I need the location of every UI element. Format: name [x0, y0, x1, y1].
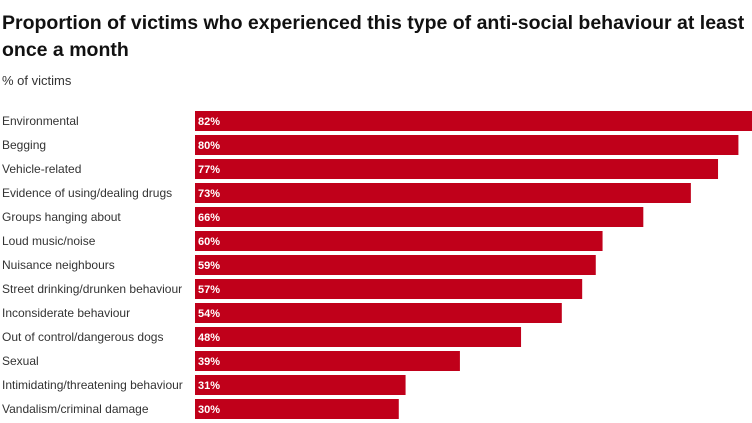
bar-vehicle-related: [195, 159, 719, 179]
value-label-sexual: 39%: [198, 356, 220, 368]
bar-inconsiderate-behaviour: [195, 303, 562, 323]
value-label-vehicle-related: 77%: [198, 164, 220, 176]
bar-environmental: [195, 111, 752, 131]
bar-begging: [195, 135, 739, 155]
value-label-environmental: 82%: [198, 116, 220, 128]
bar-sexual: [195, 351, 460, 371]
category-label-sexual: Sexual: [2, 354, 39, 368]
value-label-vandalism-criminal-damage: 30%: [198, 404, 220, 416]
category-label-vehicle-related: Vehicle-related: [2, 162, 81, 176]
bar-evidence-of-using-dealing-drugs: [195, 183, 691, 203]
chart-subtitle: % of victims: [2, 73, 72, 88]
category-label-intimidating-threatening-behaviour: Intimidating/threatening behaviour: [2, 378, 183, 392]
value-label-loud-music-noise: 60%: [198, 236, 220, 248]
value-label-groups-hanging-about: 66%: [198, 212, 220, 224]
category-label-nuisance-neighbours: Nuisance neighbours: [2, 258, 115, 272]
category-label-vandalism-criminal-damage: Vandalism/criminal damage: [2, 402, 149, 416]
value-label-out-of-control-dangerous-dogs: 48%: [198, 332, 220, 344]
bar-street-drinking-drunken-behaviour: [195, 279, 583, 299]
category-label-street-drinking-drunken-behaviour: Street drinking/drunken behaviour: [2, 282, 182, 296]
value-label-street-drinking-drunken-behaviour: 57%: [198, 284, 220, 296]
bar-vandalism-criminal-damage: [195, 399, 399, 419]
category-label-begging: Begging: [2, 138, 46, 152]
category-label-loud-music-noise: Loud music/noise: [2, 234, 96, 248]
value-label-intimidating-threatening-behaviour: 31%: [198, 380, 220, 392]
value-label-nuisance-neighbours: 59%: [198, 260, 220, 272]
bar-nuisance-neighbours: [195, 255, 596, 275]
category-label-out-of-control-dangerous-dogs: Out of control/dangerous dogs: [2, 330, 163, 344]
chart-title: Proportion of victims who experienced th…: [2, 12, 745, 61]
value-label-evidence-of-using-dealing-drugs: 73%: [198, 188, 220, 200]
bar-groups-hanging-about: [195, 207, 644, 227]
category-label-groups-hanging-about: Groups hanging about: [2, 210, 121, 224]
category-label-environmental: Environmental: [2, 114, 79, 128]
category-label-inconsiderate-behaviour: Inconsiderate behaviour: [2, 306, 130, 320]
bar-out-of-control-dangerous-dogs: [195, 327, 522, 347]
bar-intimidating-threatening-behaviour: [195, 375, 406, 395]
bar-loud-music-noise: [195, 231, 603, 251]
value-label-begging: 80%: [198, 140, 220, 152]
category-label-evidence-of-using-dealing-drugs: Evidence of using/dealing drugs: [2, 186, 172, 200]
value-label-inconsiderate-behaviour: 54%: [198, 308, 220, 320]
